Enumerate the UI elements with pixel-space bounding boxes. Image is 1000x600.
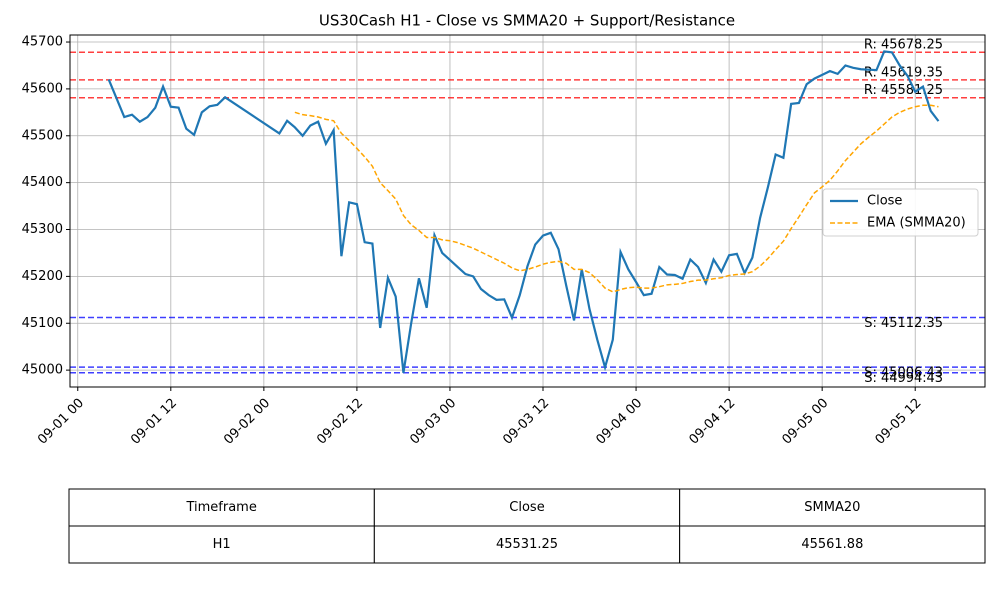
- y-tick-label: 45400: [22, 175, 63, 190]
- x-tick-label: 09-01 12: [128, 396, 180, 448]
- x-tick-label: 09-03 00: [407, 396, 459, 448]
- level-label: S: 45112.35: [864, 316, 943, 331]
- legend-box: [822, 188, 979, 237]
- y-tick-label: 45300: [22, 222, 63, 237]
- x-tick-label: 09-04 00: [593, 396, 645, 448]
- table-header-text: Timeframe: [185, 500, 256, 515]
- y-tick-label: 45500: [22, 128, 63, 143]
- y-tick-label: 45000: [22, 363, 63, 378]
- table-header-text: Close: [509, 500, 544, 515]
- x-tick-label: 09-04 12: [686, 396, 738, 448]
- level-label: R: 45678.25: [864, 38, 943, 53]
- table-cell-text: H1: [213, 537, 231, 552]
- table-cell: [373, 488, 681, 527]
- table-cell-text: 45561.88: [801, 537, 863, 552]
- series-line: [107, 50, 940, 374]
- table-cell-text: 45531.25: [496, 537, 558, 552]
- x-tick-label: 09-05 00: [780, 396, 832, 448]
- x-tick-label: 09-05 12: [873, 396, 925, 448]
- table-cell: [679, 488, 986, 527]
- table-cell: [68, 525, 375, 564]
- chart-title: US30Cash H1 - Close vs SMMA20 + Support/…: [319, 12, 735, 30]
- x-tick-label: 09-03 12: [500, 396, 552, 448]
- legend-label: EMA (SMMA20): [867, 216, 966, 231]
- table-cell: [68, 488, 375, 527]
- y-tick-label: 45600: [22, 81, 63, 96]
- table-cell: [373, 525, 681, 564]
- series-line: [294, 104, 939, 293]
- table-cell: [679, 525, 986, 564]
- x-tick-label: 09-02 12: [314, 396, 366, 448]
- y-tick-label: 45100: [22, 316, 63, 331]
- table-header-text: SMMA20: [804, 500, 860, 515]
- x-tick-label: 09-02 00: [221, 396, 273, 448]
- x-tick-label: 09-01 00: [35, 396, 87, 448]
- legend-label: Close: [867, 194, 902, 209]
- level-label: R: 45619.35: [864, 65, 943, 80]
- level-label: S: 44994.43: [864, 371, 943, 386]
- y-tick-label: 45700: [22, 35, 63, 50]
- y-tick-label: 45200: [22, 269, 63, 284]
- plot-frame: [69, 34, 986, 388]
- level-label: R: 45581.25: [864, 83, 943, 98]
